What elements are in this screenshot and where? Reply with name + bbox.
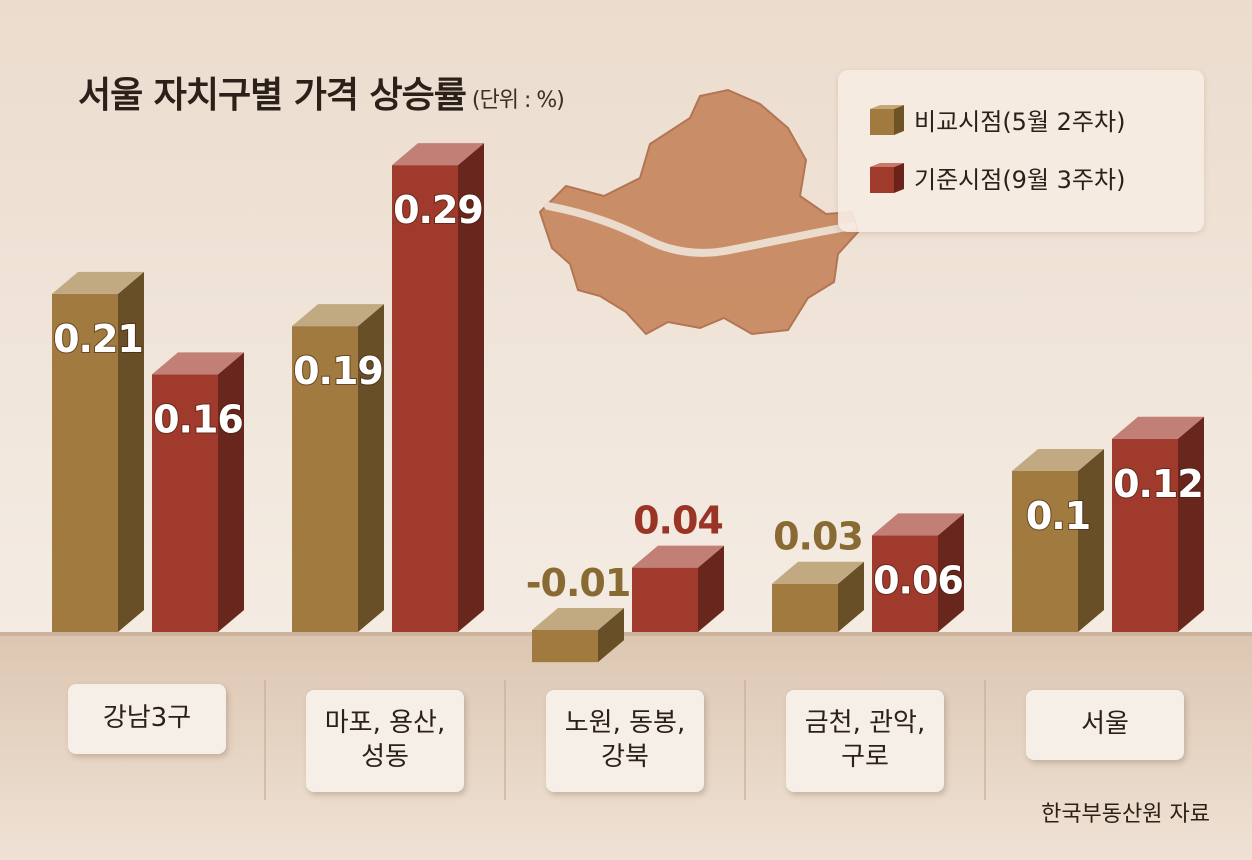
legend-item-comparison: 비교시점(5월 2주차): [870, 102, 1125, 137]
data-label-comparison-4: 0.1: [1026, 494, 1090, 538]
bar-side-face: [1078, 449, 1104, 632]
bar-top-face: [772, 561, 864, 584]
category-label-seoul: 서울: [1026, 690, 1184, 760]
legend-label-comparison: 비교시점(5월 2주차): [914, 108, 1126, 136]
bar-front-face: [52, 293, 118, 632]
bar-front-face: [152, 374, 218, 632]
bar-side-face: [118, 271, 144, 632]
data-label-comparison-3: 0.03: [773, 515, 863, 559]
category-label-mapo-yongsan-seongdong: 마포, 용산, 성동: [306, 690, 464, 792]
data-label-comparison-0: 0.21: [53, 317, 143, 361]
category-label-geumcheon-gwanak-guro: 금천, 관악, 구로: [786, 690, 944, 792]
bar-front-face: [1112, 438, 1178, 632]
bar-side-face: [218, 352, 244, 632]
data-label-comparison-2: -0.01: [526, 561, 631, 605]
legend-label-reference: 기준시점(9월 3주차): [914, 166, 1126, 194]
bar-reference-4: [1112, 416, 1204, 632]
bar-front-face: [532, 630, 598, 663]
chart-title-text: 서울 자치구별 가격 상승률: [78, 75, 467, 116]
data-label-reference-4: 0.12: [1113, 462, 1203, 506]
bar-comparison-3: [772, 561, 864, 632]
bar-comparison-4: [1012, 449, 1104, 632]
bar-reference-2: [632, 545, 724, 632]
han-river-icon: [544, 202, 856, 257]
bar-top-face: [292, 304, 384, 327]
data-label-comparison-1: 0.19: [293, 349, 383, 393]
data-label-reference-1: 0.29: [393, 188, 483, 232]
bar-comparison-1: [292, 304, 384, 632]
bar-front-face: [1012, 471, 1078, 632]
bar-top-face: [52, 271, 144, 294]
bar-top-face: [532, 608, 624, 630]
bar-reference-3: [872, 513, 964, 632]
legend: 비교시점(5월 2주차) 기준시점(9월 3주차): [838, 70, 1204, 232]
chart-title: 서울 자치구별 가격 상승률 (단위 : %): [78, 66, 565, 118]
bar-front-face: [392, 165, 458, 632]
bar-reference-0: [152, 352, 244, 632]
bar-comparison-2: [532, 608, 624, 663]
source-note: 한국부동산원 자료: [1041, 802, 1210, 827]
bar-top-face: [632, 545, 724, 568]
data-label-reference-2: 0.04: [633, 499, 723, 543]
bar-side-face: [938, 513, 964, 632]
unit-note: (단위 : %): [471, 88, 565, 113]
bar-top-face: [1112, 416, 1204, 439]
bar-front-face: [772, 583, 838, 632]
bar-front-face: [872, 535, 938, 632]
bar-side-face: [598, 608, 624, 663]
bar-side-face: [1178, 416, 1204, 632]
bar-side-face: [698, 545, 724, 632]
category-label-nowon-dongbong-gangbuk: 노원, 동봉, 강북: [546, 690, 704, 792]
bar-front-face: [632, 567, 698, 632]
bar-reference-1: [392, 143, 484, 632]
seoul-map-icon: [538, 88, 860, 336]
bar-top-face: [1012, 449, 1104, 471]
baseline: [0, 632, 1252, 636]
bar-comparison-0: [52, 271, 144, 632]
legend-item-reference: 기준시점(9월 3주차): [870, 160, 1125, 195]
legend-swatch-comparison: [870, 104, 904, 135]
data-label-reference-0: 0.16: [153, 397, 243, 441]
data-label-reference-3: 0.06: [873, 558, 963, 602]
bar-side-face: [458, 143, 484, 632]
bar-front-face: [292, 326, 358, 632]
category-label-gangnam3: 강남3구: [68, 684, 226, 754]
bar-side-face: [358, 304, 384, 632]
bar-top-face: [872, 513, 964, 536]
bar-top-face: [152, 352, 244, 375]
legend-swatch-reference: [870, 162, 904, 193]
bar-top-face: [392, 143, 484, 166]
bar-side-face: [838, 561, 864, 632]
